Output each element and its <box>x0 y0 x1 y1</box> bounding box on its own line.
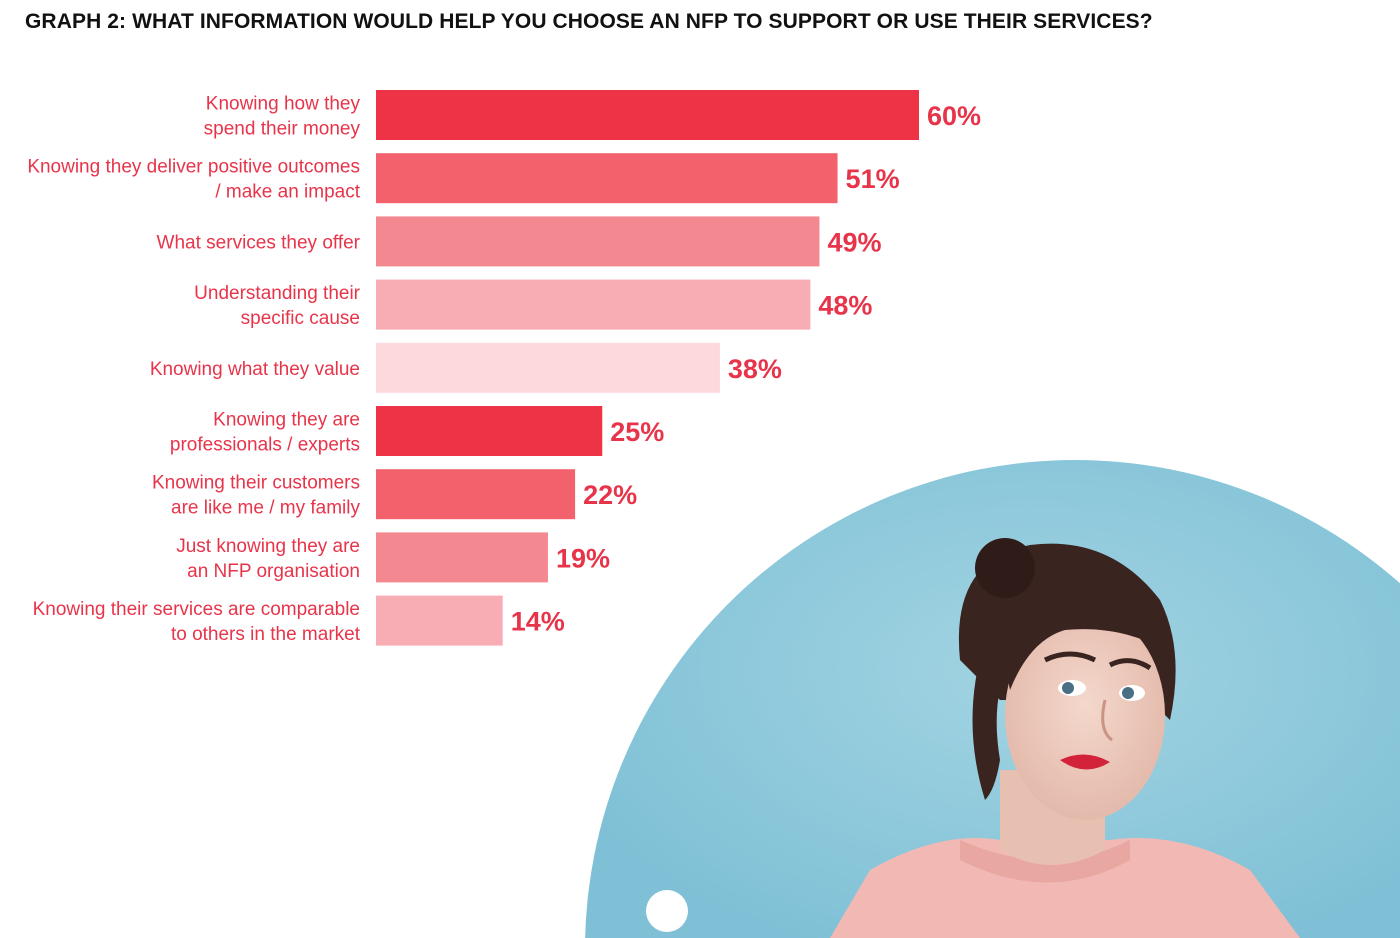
category-label-line: specific cause <box>241 308 360 329</box>
bar <box>376 469 576 520</box>
category-label-line: What services they offer <box>157 232 361 253</box>
bar <box>376 279 811 330</box>
category-label: Understanding their specific cause <box>194 283 360 329</box>
category-label-line: / make an impact <box>215 182 360 203</box>
category-label-line: Knowing they deliver positive outcomes <box>27 157 360 178</box>
category-label: Knowing what they value <box>150 359 360 380</box>
category-label-line: Knowing how they <box>206 94 361 115</box>
category-label-line: Knowing their customers <box>152 473 360 494</box>
value-label: 19% <box>556 543 610 573</box>
bar <box>376 90 919 140</box>
category-label: Knowing how they spend their money <box>204 94 361 140</box>
bar <box>376 216 820 267</box>
value-label: 48% <box>818 291 872 321</box>
category-label-line: Knowing they are <box>213 410 360 431</box>
bar <box>376 342 720 393</box>
value-label: 25% <box>610 417 664 447</box>
value-label: 22% <box>583 480 637 510</box>
value-label: 51% <box>846 164 900 194</box>
category-label: Just knowing they are an NFP organisation <box>176 536 360 582</box>
value-label: 60% <box>927 101 981 131</box>
bar <box>376 532 548 583</box>
category-label-line: Knowing what they value <box>150 359 360 380</box>
category-label: Knowing their customers are like me / my … <box>152 473 361 519</box>
value-label: 14% <box>511 607 565 637</box>
category-label-line: spend their money <box>204 119 361 140</box>
category-label-line: are like me / my family <box>171 498 360 519</box>
bars-layer: 60% Knowing how they spend their money 51% K… <box>27 90 981 646</box>
category-label-line: Understanding their <box>194 283 360 304</box>
category-label: Knowing they deliver positive outcomes / … <box>27 157 360 203</box>
category-label: Knowing their services are comparable to … <box>33 599 361 645</box>
category-label-line: Just knowing they are <box>176 536 360 557</box>
category-label-line: Knowing their services are comparable <box>33 599 360 620</box>
bar <box>376 406 603 456</box>
category-label: What services they offer <box>157 232 361 253</box>
value-label: 38% <box>728 354 782 384</box>
bar <box>376 153 838 204</box>
category-label-line: to others in the market <box>171 624 361 645</box>
category-label: Knowing they are professionals / experts <box>170 410 360 456</box>
chart-title: GRAPH 2: WHAT INFORMATION WOULD HELP YOU… <box>25 10 1153 33</box>
bar <box>376 595 503 646</box>
category-label-line: an NFP organisation <box>187 561 360 582</box>
category-label-line: professionals / experts <box>170 435 360 456</box>
value-label: 49% <box>827 227 881 257</box>
